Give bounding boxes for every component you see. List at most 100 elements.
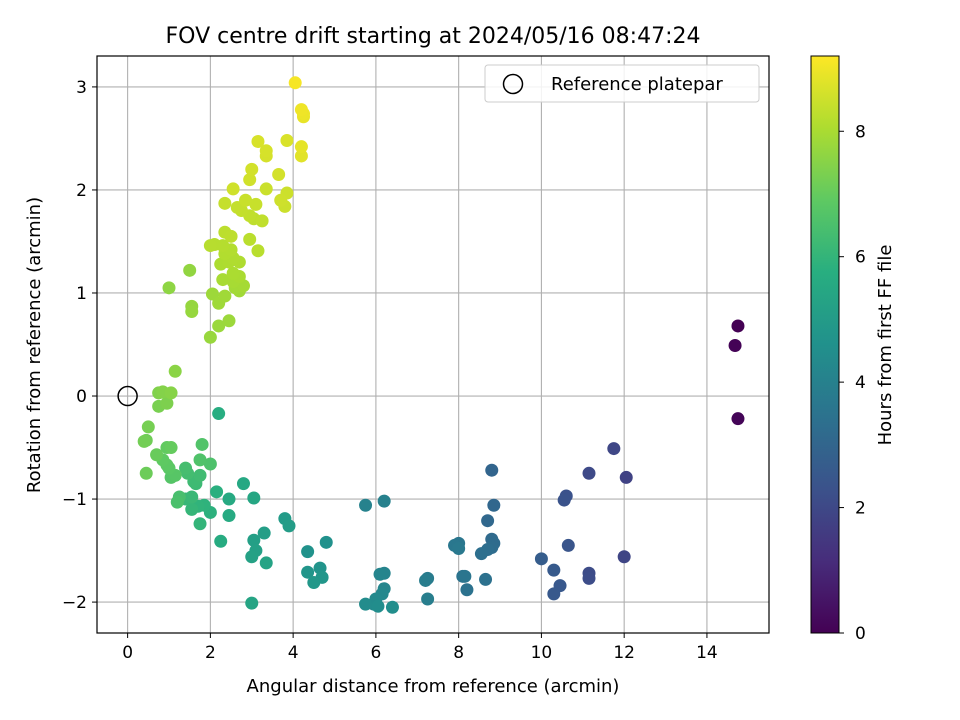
data-point xyxy=(481,514,495,528)
y-tick-label: −1 xyxy=(62,490,87,510)
data-point xyxy=(359,498,373,512)
plot-frame xyxy=(96,55,770,634)
data-point xyxy=(210,485,224,499)
y-tick-label: −2 xyxy=(62,593,87,613)
data-point xyxy=(487,498,501,512)
data-point xyxy=(307,576,321,590)
data-point xyxy=(257,526,271,540)
y-tick-label: 0 xyxy=(76,387,87,407)
data-point xyxy=(373,567,387,581)
y-axis-label: Rotation from reference (arcmin) xyxy=(24,197,45,493)
x-axis-label: Angular distance from reference (arcmin) xyxy=(247,676,620,697)
data-point xyxy=(193,517,207,531)
data-point xyxy=(251,135,265,149)
data-point xyxy=(168,364,182,378)
data-point xyxy=(274,193,288,207)
x-tick-label: 12 xyxy=(613,643,635,663)
data-point xyxy=(247,491,261,505)
data-point xyxy=(226,266,240,280)
x-tick-label: 4 xyxy=(288,643,299,663)
data-point xyxy=(728,339,742,353)
data-point xyxy=(460,583,474,597)
data-point xyxy=(294,149,308,163)
data-point xyxy=(162,281,176,295)
data-point xyxy=(377,494,391,508)
data-point xyxy=(164,441,178,455)
colorbar-tick-label: 4 xyxy=(855,373,866,393)
x-axis-ticks: 0 2 4 6 8 10 12 14 xyxy=(122,633,718,663)
y-tick-label: 3 xyxy=(76,78,87,98)
data-point xyxy=(195,437,209,451)
data-point xyxy=(255,214,269,228)
data-point xyxy=(249,197,263,211)
data-point xyxy=(582,571,596,585)
data-point xyxy=(239,193,253,207)
data-point xyxy=(561,538,575,552)
data-point xyxy=(139,466,153,480)
legend-entry-reference-platepar: Reference platepar xyxy=(551,74,723,95)
data-point xyxy=(259,182,273,196)
data-point xyxy=(301,545,315,559)
data-point xyxy=(319,535,333,549)
data-point xyxy=(731,412,745,426)
data-point xyxy=(160,396,174,410)
data-point xyxy=(226,182,240,196)
data-point xyxy=(385,600,399,614)
grid-lines xyxy=(97,56,769,633)
data-points xyxy=(137,76,745,614)
data-point xyxy=(282,519,296,533)
x-tick-label: 2 xyxy=(205,643,216,663)
colorbar-tick-label: 8 xyxy=(855,122,866,142)
data-point xyxy=(607,442,621,456)
data-point xyxy=(179,461,193,475)
data-point xyxy=(203,457,217,471)
data-point xyxy=(301,565,315,579)
data-point xyxy=(421,592,435,606)
data-point xyxy=(164,386,178,400)
colorbar-ticks: 0 2 4 6 8 xyxy=(839,122,866,644)
data-point xyxy=(485,463,499,477)
data-point xyxy=(458,569,472,583)
data-point xyxy=(245,596,259,610)
chart-title: FOV centre drift starting at 2024/05/16 … xyxy=(166,24,701,49)
y-tick-label: 2 xyxy=(76,181,87,201)
data-point xyxy=(224,229,238,243)
x-tick-label: 10 xyxy=(531,643,553,663)
data-point xyxy=(272,167,286,181)
data-point xyxy=(557,493,571,507)
x-tick-label: 6 xyxy=(370,643,381,663)
data-point xyxy=(547,563,561,577)
data-point xyxy=(359,597,373,611)
data-point xyxy=(247,533,261,547)
data-point xyxy=(251,244,265,258)
data-point xyxy=(222,314,236,328)
data-point xyxy=(205,287,219,301)
data-point xyxy=(452,542,466,556)
data-point xyxy=(294,140,308,154)
legend: Reference platepar xyxy=(484,64,760,103)
data-point xyxy=(547,587,561,601)
data-point xyxy=(245,550,259,564)
colorbar-tick-label: 6 xyxy=(855,248,866,268)
x-tick-label: 0 xyxy=(122,643,133,663)
y-tick-label: 1 xyxy=(76,284,87,304)
data-point xyxy=(218,196,232,210)
data-point xyxy=(259,144,273,158)
y-axis-ticks: −2 −1 0 1 2 3 xyxy=(62,78,97,613)
data-point xyxy=(203,330,217,344)
data-point xyxy=(185,490,199,504)
data-point xyxy=(245,162,259,176)
colorbar-tick-label: 2 xyxy=(855,499,866,519)
data-point xyxy=(617,550,631,564)
data-point xyxy=(582,466,596,480)
data-point xyxy=(203,239,217,253)
data-point xyxy=(170,495,184,509)
data-point xyxy=(212,319,226,333)
data-point xyxy=(534,552,548,566)
colorbar-label: Hours from first FF file xyxy=(875,245,896,446)
data-point xyxy=(474,547,488,561)
data-point xyxy=(218,289,232,303)
data-point xyxy=(259,556,273,570)
data-point xyxy=(193,468,207,482)
